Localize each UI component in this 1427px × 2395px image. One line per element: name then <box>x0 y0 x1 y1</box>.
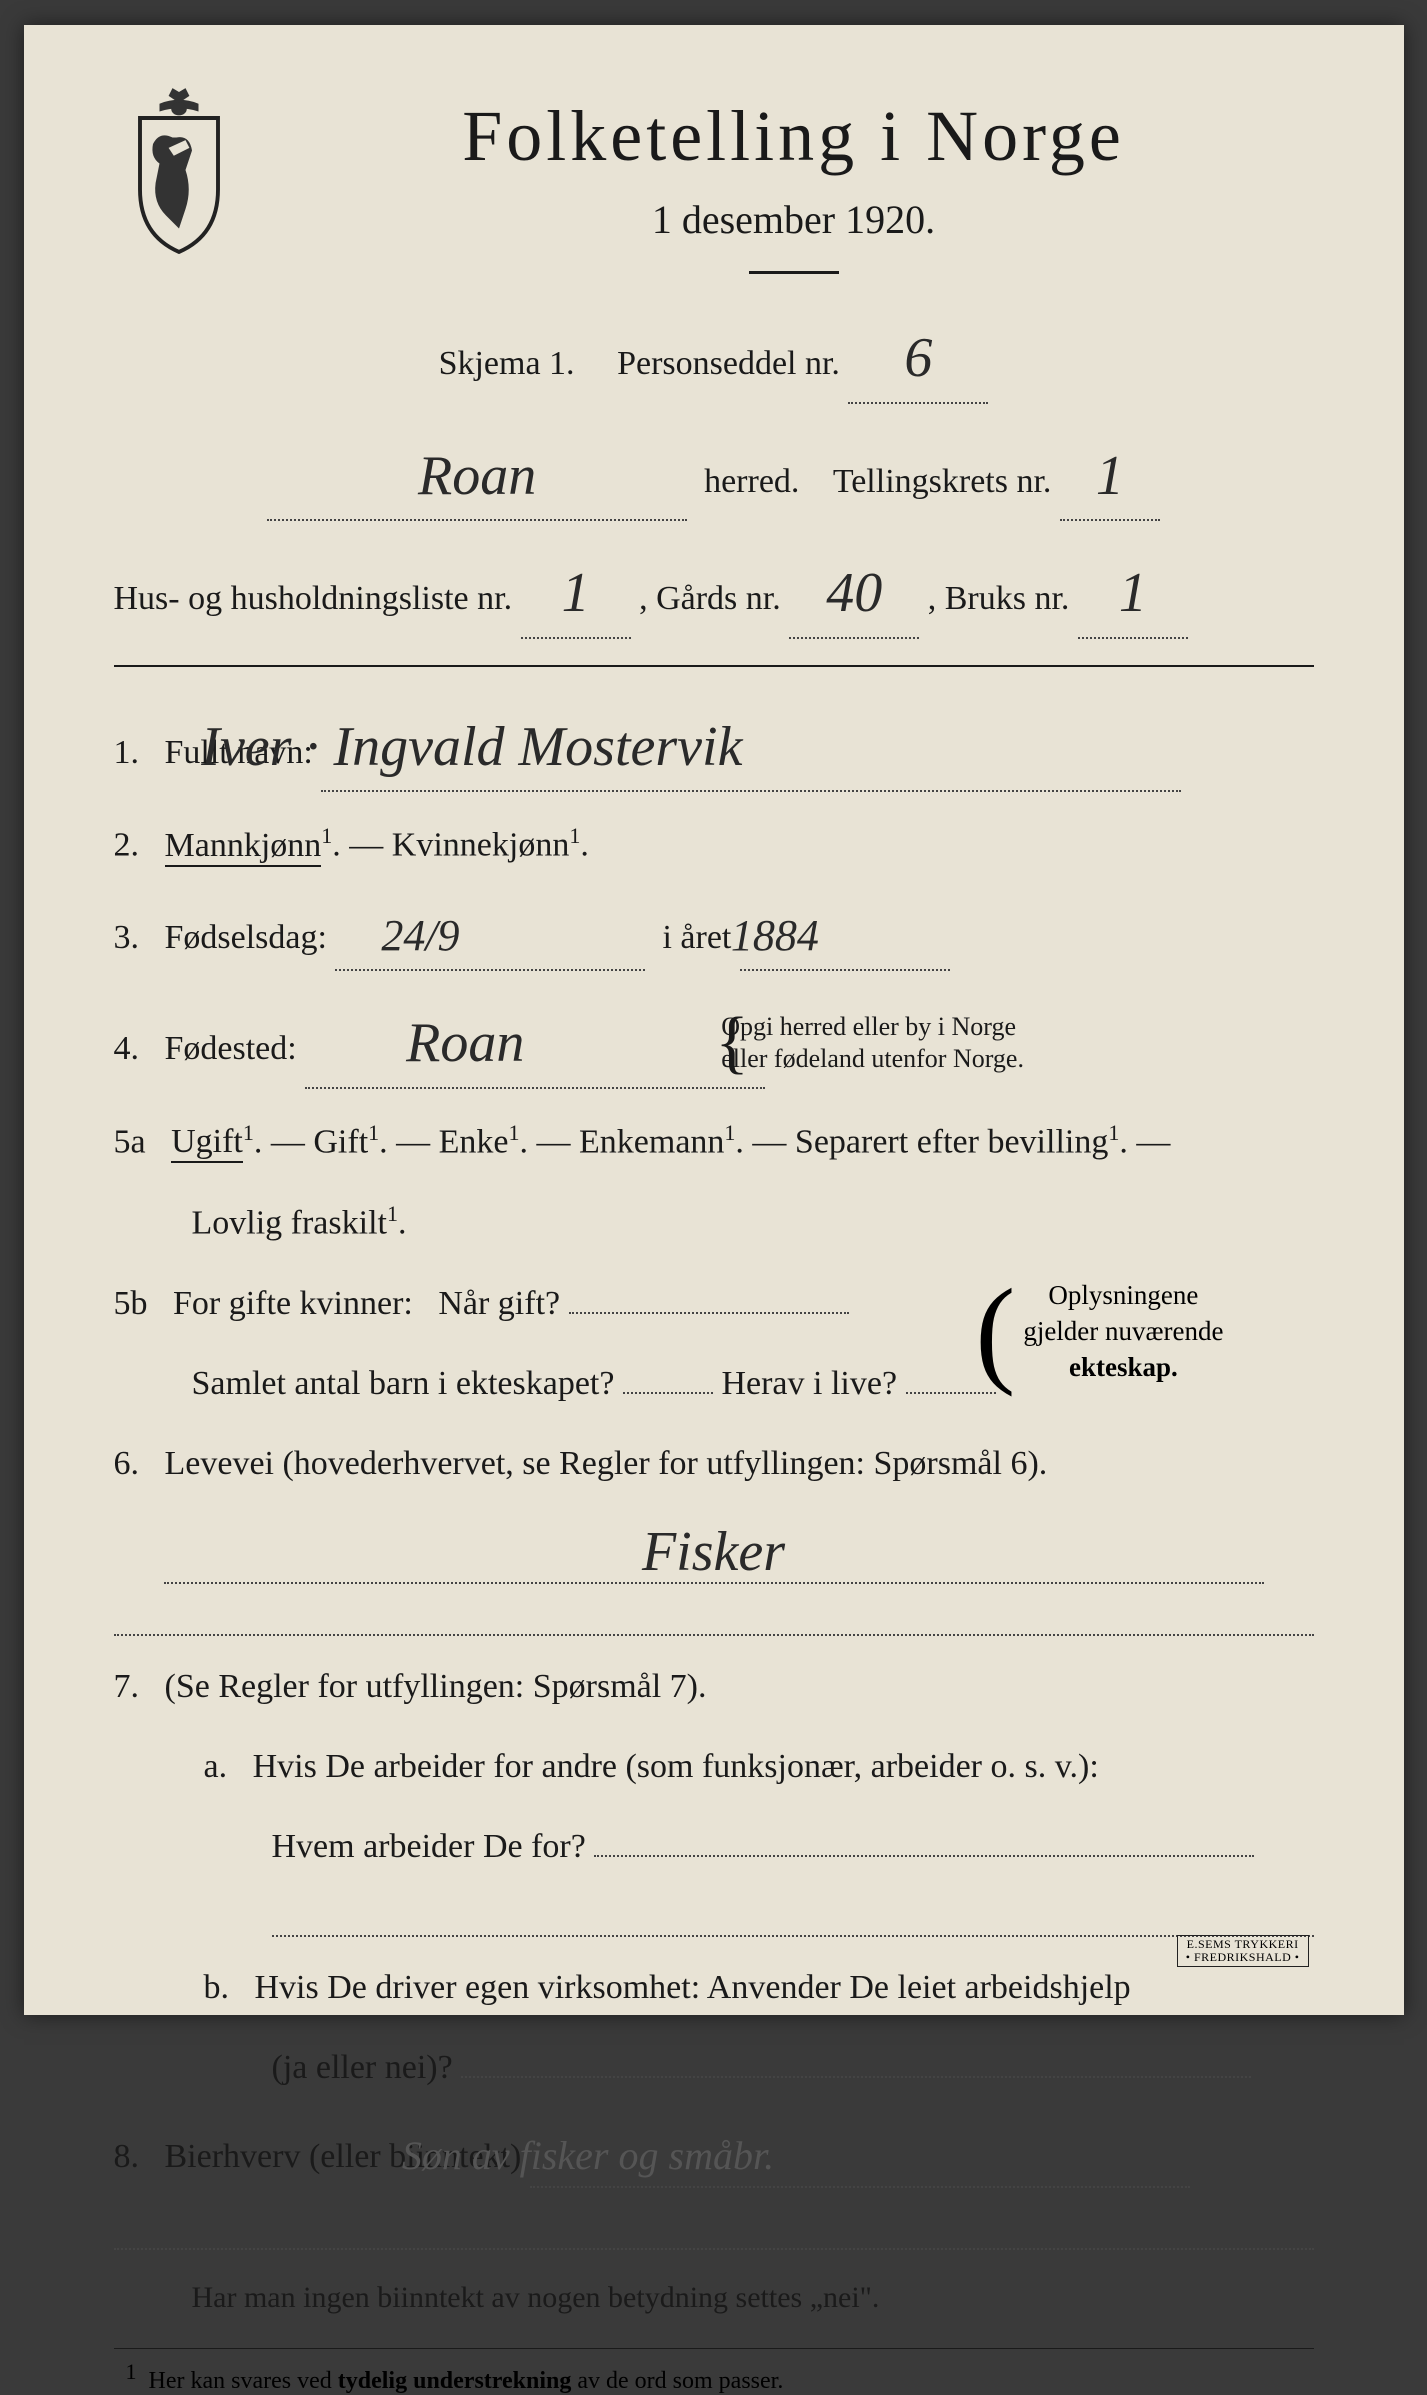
personseddel-value: 6 <box>904 314 932 404</box>
q8-value: Søn av fisker og småbr. <box>472 2124 774 2188</box>
q6-line: 6. Levevei (hovederhvervet, se Regler fo… <box>114 1437 1314 1491</box>
schema-line: Skjema 1. Personseddel nr. 6 <box>114 312 1314 404</box>
q5b-l2b: Herav i live? <box>721 1365 897 1402</box>
q7b-line2: (ja eller nei)? <box>114 2041 1314 2095</box>
footnote-num: 1 <box>126 2359 137 2384</box>
footnote: 1 Her kan svares ved tydelig understrekn… <box>114 2348 1314 2395</box>
q5b-l1b: Når gift? <box>438 1285 560 1322</box>
q5a-opt5: Lovlig fraskilt <box>192 1204 387 1241</box>
q5a-opt4: Separert efter bevilling <box>795 1123 1108 1160</box>
q5a-num: 5a <box>114 1123 146 1160</box>
q2-opt1: Mannkjønn <box>165 827 322 867</box>
q6-label: Levevei (hovederhvervet, se Regler for u… <box>165 1445 1048 1482</box>
q1-value: Iver · Ingvald Mostervik <box>271 703 742 793</box>
q5b-l2a: Samlet antal barn i ekteskapet? <box>192 1365 615 1402</box>
hus-label: Hus- og husholdningsliste nr. <box>114 580 513 617</box>
title-block: Folketelling i Norge 1 desember 1920. <box>274 85 1314 302</box>
census-form-page: Folketelling i Norge 1 desember 1920. Sk… <box>24 25 1404 2015</box>
q7-label: (Se Regler for utfyllingen: Spørsmål 7). <box>165 1668 707 1705</box>
q3-year-label: i året <box>662 919 731 956</box>
q5a-opt3: Enkemann <box>579 1123 724 1160</box>
q2-num: 2. <box>114 827 140 864</box>
q4-label: Fødested: <box>165 1030 297 1067</box>
q7b-line1: b. Hvis De driver egen virksomhet: Anven… <box>114 1961 1314 2015</box>
herred-label: herred. <box>704 463 799 500</box>
gards-label: , Gårds nr. <box>639 580 781 617</box>
bruks-label: , Bruks nr. <box>928 580 1070 617</box>
q4-note-l2: eller fødeland utenfor Norge. <box>791 1043 1024 1076</box>
q5a-line1: 5a Ugift1. — Gift1. — Enke1. — Enkemann1… <box>114 1115 1314 1170</box>
q7a-l1: Hvis De arbeider for andre (som funksjon… <box>253 1748 1099 1785</box>
subtitle: 1 desember 1920. <box>274 196 1314 243</box>
q7-num: 7. <box>114 1668 140 1705</box>
tellingskrets-label: Tellingskrets nr. <box>833 463 1052 500</box>
q5a-opt2: Enke <box>439 1123 509 1160</box>
q8-note: Har man ingen biinntekt av nogen betydni… <box>114 2274 1314 2322</box>
q7a-num: a. <box>204 1748 228 1785</box>
q8-num: 8. <box>114 2138 140 2175</box>
herred-line: Roan herred. Tellingskrets nr. 1 <box>114 430 1314 522</box>
q1-line: 1. Fullt navn: Iver · Ingvald Mostervik <box>114 701 1314 793</box>
q2-opt2: Kvinnekjønn <box>392 827 570 864</box>
q8-blank <box>114 2214 1314 2250</box>
section-divider <box>114 665 1314 667</box>
q5b-num: 5b <box>114 1285 148 1322</box>
tellingskrets-value: 1 <box>1096 432 1124 522</box>
title-divider <box>749 271 839 274</box>
q5b-sidenote: ( Oplysningene gjelder nuværende ekteska… <box>975 1277 1223 1386</box>
q5b-side2: gjelder nuværende <box>1023 1313 1223 1349</box>
q4-num: 4. <box>114 1030 140 1067</box>
q3-num: 3. <box>114 919 140 956</box>
q3-line: 3. Fødselsdag: 24/9 i året 1884 <box>114 899 1314 971</box>
q5b-side3: ekteskap. <box>1069 1352 1178 1382</box>
schema-label-left: Skjema 1. <box>439 345 575 382</box>
schema-label-right: Personseddel nr. <box>617 345 840 382</box>
q3-label: Fødselsdag: <box>165 919 327 956</box>
q1-num: 1. <box>114 734 140 771</box>
q7a-line2: Hvem arbeider De for? <box>114 1820 1314 1874</box>
q4-line: 4. Fødested: Roan { Opgi herred eller by… <box>114 997 1314 1089</box>
q7-line: 7. (Se Regler for utfyllingen: Spørsmål … <box>114 1660 1314 1714</box>
q5a-opt1: Gift <box>313 1123 368 1160</box>
printer-l1: E.SEMS TRYKKERI <box>1186 1938 1300 1951</box>
q4-note: { Opgi herred eller by i Norge eller fød… <box>785 1011 1024 1076</box>
q5a-opt0: Ugift <box>171 1123 243 1163</box>
q4-value: Roan <box>476 999 524 1089</box>
bruks-value: 1 <box>1119 549 1147 639</box>
q7a-l2: Hvem arbeider De for? <box>272 1828 586 1865</box>
q7b-l1: Hvis De driver egen virksomhet: Anvender… <box>255 1969 1131 2006</box>
q2-line: 2. Mannkjønn1. — Kvinnekjønn1. <box>114 818 1314 873</box>
printer-l2: • FREDRIKSHALD • <box>1186 1951 1300 1964</box>
q6-blank-line <box>114 1600 1314 1636</box>
header: Folketelling i Norge 1 desember 1920. <box>114 85 1314 302</box>
q6-value: Fisker <box>642 1520 785 1584</box>
main-title: Folketelling i Norge <box>274 95 1314 178</box>
q6-answer-line: Fisker <box>114 1518 1314 1584</box>
hus-line: Hus- og husholdningsliste nr. 1 , Gårds … <box>114 547 1314 639</box>
q7b-l2: (ja eller nei)? <box>272 2049 453 2086</box>
q7b-num: b. <box>204 1969 230 2006</box>
herred-value: Roan <box>418 432 536 522</box>
q8-note-text: Har man ingen biinntekt av nogen betydni… <box>192 2281 880 2314</box>
gards-value: 40 <box>826 549 882 639</box>
q5b-side1: Oplysningene <box>1023 1277 1223 1313</box>
printer-mark: E.SEMS TRYKKERI • FREDRIKSHALD • <box>1177 1935 1309 1967</box>
q8-line: 8. Bierhverv (eller biinntekt) Søn av fi… <box>114 2122 1314 2188</box>
hus-value: 1 <box>562 549 590 639</box>
q3-year-value: 1884 <box>801 901 819 971</box>
q5b-block: 5b For gifte kvinner: Når gift? Samlet a… <box>114 1277 1314 1412</box>
q6-num: 6. <box>114 1445 140 1482</box>
q5b-l1a: For gifte kvinner: <box>173 1285 413 1322</box>
q5a-line2: Lovlig fraskilt1. <box>114 1196 1314 1251</box>
q2-dash: — <box>349 827 392 864</box>
q4-note-l1: Opgi herred eller by i Norge <box>791 1011 1024 1044</box>
coat-of-arms-icon <box>114 85 244 255</box>
q7a-line1: a. Hvis De arbeider for andre (som funks… <box>114 1740 1314 1794</box>
q3-day-value: 24/9 <box>451 901 459 971</box>
q7a-blank <box>272 1901 1314 1937</box>
